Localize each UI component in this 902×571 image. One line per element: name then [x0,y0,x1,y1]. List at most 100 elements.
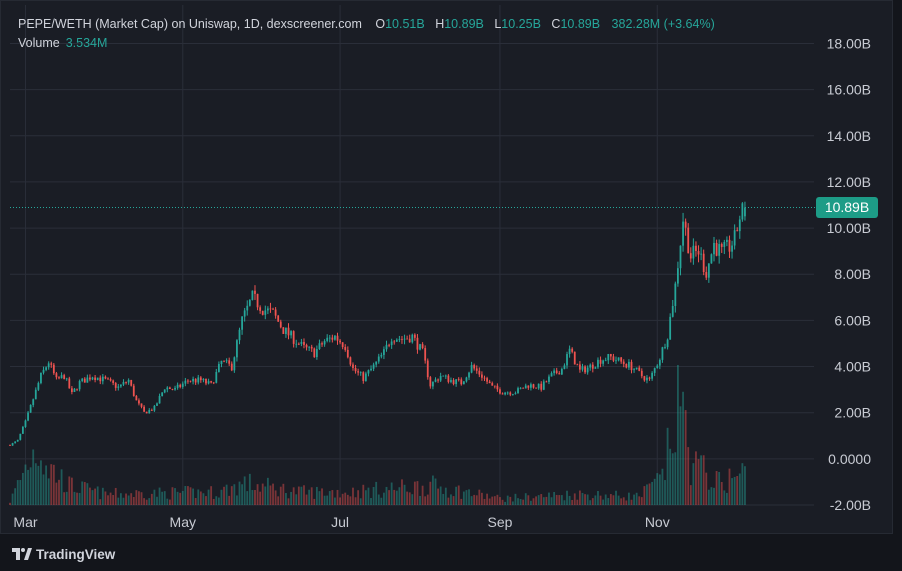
candle-body [339,340,341,343]
volume-bar [486,493,488,505]
volume-bar [27,469,29,505]
volume-bar [323,495,326,505]
volume-bar [640,497,643,505]
volume-bar [695,451,697,505]
candle-body [540,383,543,390]
candle-body [388,344,390,346]
volume-bar [145,499,148,505]
volume-bar [91,490,94,505]
chart-pane[interactable] [0,0,893,534]
volume-bar [346,494,349,505]
candle-body [514,393,517,395]
price-chart[interactable]: 18.00B 16.00B 14.00B 12.00B 10.00B 8.00B 6.00B… [0,0,902,534]
volume-bar [478,489,481,505]
candle-body [671,306,674,317]
volume-bar [511,501,514,505]
candle-body [99,377,102,382]
candle-body [205,378,207,384]
volume-bar [326,495,329,505]
candle-body [625,363,628,368]
volume-bar [251,490,254,505]
candle-body [401,339,403,340]
volume-bar [380,497,383,505]
close-key: C [551,17,561,31]
high-key: H [435,17,445,31]
volume-bar [223,486,225,505]
candle-body [156,403,158,406]
low-key: L [494,17,502,31]
volume-bar [697,459,700,505]
candle-body [481,374,483,378]
volume-bar [664,480,666,505]
x-tick-label: May [170,514,196,530]
volume-bar [635,492,638,505]
candle-body [697,250,700,255]
y-axis[interactable]: 18.00B 16.00B 14.00B 12.00B 10.00B 8.00B 6.00B… [827,35,872,513]
candle-body [509,392,512,395]
volume-bar [558,495,561,505]
candle-body [212,382,215,384]
candle-body [310,346,313,349]
candle-body [305,344,308,348]
candle-body [148,409,151,414]
candle-body [383,349,385,355]
candle-body [326,337,329,341]
candle-body [14,441,17,444]
candle-body [707,263,710,278]
volume-bar [11,493,14,505]
volume-bar [713,487,715,505]
volume-bar [604,494,607,505]
volume-bar [70,477,73,505]
volume-bar [424,496,427,505]
candle-body [669,316,672,340]
volume-bar [653,478,656,505]
volume-bar [682,391,684,505]
tradingview-branding[interactable]: TradingView [12,546,115,562]
candle-body [300,342,303,344]
candle-body [620,357,623,362]
volume-bar [581,492,584,505]
candle-body [78,381,81,390]
volume-bar [308,489,311,505]
candle-body [24,420,27,427]
volume-bar [357,490,360,505]
candle-body [695,245,697,251]
tradingview-brand-text: TradingView [36,546,116,562]
candle-body [362,372,365,381]
x-axis[interactable]: Mar May Jul Sep Nov [13,514,669,530]
candle-body [426,360,429,378]
candle-body [475,368,478,371]
volume-bar [656,473,659,505]
candle-body [496,385,499,390]
volume-bar [452,496,455,505]
candle-body [303,342,305,345]
volume-bar [313,498,316,505]
volume-bar [354,497,357,505]
volume-bar [625,500,628,505]
volume-bar [21,472,24,505]
candle-body [256,293,259,308]
candle-body [370,368,372,371]
volume-bar [540,494,543,505]
candle-body [65,378,68,380]
volume-bar [339,497,341,505]
candle-body [63,375,66,379]
volume-bar [215,496,218,505]
volume-bar [78,492,81,505]
candle-body [653,368,656,373]
volume-bar [212,498,215,505]
candle-body [584,366,586,373]
volume-bar [287,498,290,505]
volume-bar [398,487,401,505]
candle-body [617,357,620,361]
candle-body [269,308,272,310]
volume-bar [390,482,393,505]
volume-bar [318,491,321,505]
volume-bar [55,482,58,505]
candle-body [375,361,378,365]
candle-body [715,242,718,256]
volume-bar [620,498,623,505]
candle-body [452,380,455,384]
volume-bar [514,493,517,505]
volume-bar [728,468,731,505]
